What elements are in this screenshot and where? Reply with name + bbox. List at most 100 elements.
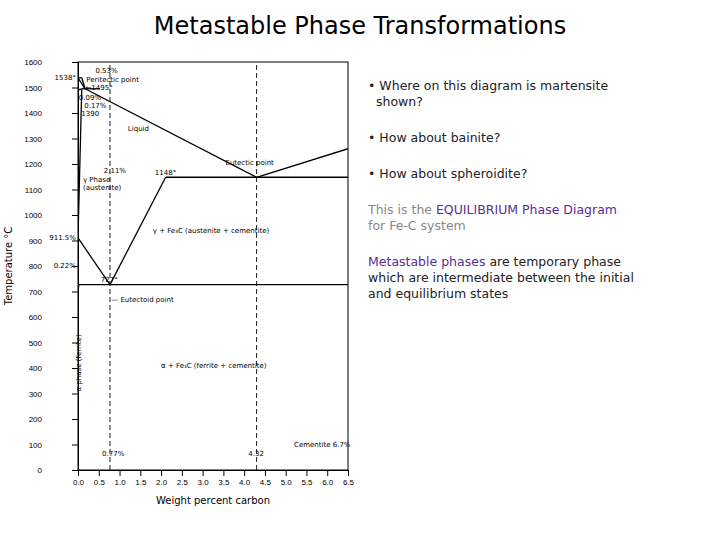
diagram-label: 0.09% (79, 94, 102, 102)
y-tick: 1200 (24, 160, 78, 169)
x-tick-mark (99, 470, 100, 476)
chart: Metastable Phase Transformations0.00.51.… (0, 0, 720, 540)
x-tick: 5.5 (301, 470, 313, 487)
diagram-label: ←1495° (85, 84, 112, 92)
panel-text: for Fe-C system (368, 218, 466, 233)
y-tick-label: 600 (29, 313, 43, 322)
panel-text: EQUILIBRIUM Phase Diagram (436, 202, 617, 217)
title: Metastable Phase Transformations (154, 12, 566, 40)
y-tick-label: 900 (29, 237, 43, 246)
y-tick-label: 1300 (24, 135, 42, 144)
diagram-label-line: γ Phase (83, 176, 110, 184)
diagram-label: 1390 (81, 110, 99, 118)
phase-line (78, 285, 79, 292)
y-tick: 1400 (24, 109, 78, 118)
y-tick-mark (72, 164, 78, 165)
panel-line: and equilibrium states (368, 286, 508, 301)
y-tick-label: 1500 (24, 84, 42, 93)
y-tick-label: 1400 (24, 109, 42, 118)
diagram-label: 727° (101, 276, 118, 284)
y-tick-label: 200 (29, 415, 43, 424)
dashed-line (109, 62, 110, 470)
diagram-label: Cementite 6.7% (294, 441, 351, 449)
y-tick-mark (72, 62, 78, 63)
y-tick: 800 (29, 262, 78, 271)
y-tick: 700 (29, 288, 78, 297)
plot-frame (78, 62, 348, 470)
panel-line: Metastable phases are temporary phase (368, 254, 621, 269)
diagram-label: 4.32 (248, 450, 264, 458)
y-tick-mark (72, 292, 78, 293)
lines (78, 62, 348, 470)
panel-text: and equilibrium states (368, 286, 508, 301)
phase-line (78, 284, 348, 285)
diagram-label: 0.17% (84, 102, 107, 110)
diagram-label: 1148° (155, 169, 176, 177)
y-tick-mark (72, 88, 78, 89)
x-tick-mark (140, 470, 141, 476)
x-tick-label: 4.0 (239, 478, 251, 487)
x-tick: 2.0 (156, 470, 168, 487)
x-axis-line (79, 471, 349, 477)
diagram-label: 0.77% (102, 450, 125, 458)
y-tick: 500 (29, 339, 78, 348)
panel-text: • How about spheroidite? (368, 166, 527, 181)
x-tick-mark (203, 470, 204, 476)
panel-text: This is the (367, 202, 436, 217)
y-tick-label: 1000 (24, 211, 42, 220)
diagram-label: 2.11% (104, 167, 127, 175)
x-tick: 1.0 (114, 470, 126, 487)
x-tick-mark (265, 470, 266, 476)
x-tick-label: 1.0 (114, 478, 126, 487)
x-tick: 6.5 (343, 470, 355, 487)
x-tick-label: 5.0 (281, 478, 293, 487)
diagram-label: α + Fe₃C (ferrite + cementite) (161, 362, 267, 370)
diagram-label: α phase (ferrite) (75, 334, 83, 391)
x-tick: 6.0 (322, 470, 334, 487)
x-tick: 0.0 (73, 470, 85, 487)
y-tick: 1000 (24, 211, 78, 220)
y-tick: 100 (29, 441, 78, 450)
x-tick-mark (327, 470, 328, 476)
x-tick-mark (306, 470, 307, 476)
y-tick: 1500 (24, 84, 78, 93)
y-tick-mark (72, 470, 78, 471)
y-tick-label: 300 (29, 390, 43, 399)
x-tick-label: 0.0 (73, 478, 85, 487)
y-tick-mark (72, 445, 78, 446)
y-tick-label: 1600 (24, 58, 42, 67)
y-tick: 300 (29, 390, 78, 399)
panel-line: shown? (368, 94, 423, 109)
panel-text: shown? (368, 94, 423, 109)
x-tick-label: 4.5 (260, 478, 272, 487)
annotations: Liquidγ Phase(austenite)γ + Fe₃C (austen… (49, 67, 634, 458)
diagram-label: 1538° (55, 74, 76, 82)
y-tick-mark (72, 113, 78, 114)
panel-text: • How about bainite? (368, 130, 500, 145)
x-tick: 1.5 (135, 470, 147, 487)
y-tick-label: 1100 (25, 186, 43, 195)
diagram-label-line: (austenite) (83, 184, 122, 192)
x-tick: 3.5 (218, 470, 230, 487)
x-tick-label: 5.5 (301, 478, 313, 487)
x-tick-label: 2.5 (177, 478, 189, 487)
y-tick-mark (72, 139, 78, 140)
x-tick-label: 2.0 (156, 478, 168, 487)
x-tick-mark (161, 470, 162, 476)
diagram-label: 0.22% (54, 262, 77, 270)
panel-line: This is the EQUILIBRIUM Phase Diagram (367, 202, 617, 217)
x-tick-mark (244, 470, 245, 476)
diagram-label: Peritectic point (86, 76, 139, 84)
y-tick-label: 700 (29, 288, 43, 297)
y-tick: 400 (29, 364, 78, 373)
y-tick-label: 400 (29, 364, 43, 373)
y-tick-label: 0 (38, 466, 43, 475)
y-tick-mark (72, 215, 78, 216)
panel-line: which are intermediate between the initi… (368, 270, 634, 285)
y-tick-mark (72, 394, 78, 395)
x-tick-mark (120, 470, 121, 476)
x-tick-label: 6.5 (343, 478, 355, 487)
panel-line: for Fe-C system (368, 218, 466, 233)
y-tick-label: 1200 (24, 160, 42, 169)
panel-text: • Where on this diagram is martensite (368, 78, 608, 93)
